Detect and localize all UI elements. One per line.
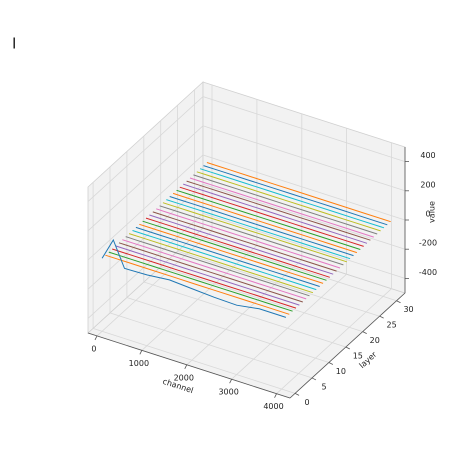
data-line — [156, 208, 341, 269]
x-tick-label: 4000 — [263, 402, 283, 411]
y-tick — [362, 331, 367, 334]
data-line — [132, 230, 317, 291]
x-tick — [229, 379, 233, 384]
x-tick-label: 2000 — [174, 373, 194, 382]
grid-line — [276, 142, 392, 394]
grid-line — [126, 151, 330, 363]
data-line — [115, 245, 300, 306]
data-line — [169, 196, 354, 257]
data-line — [112, 248, 297, 309]
data-line — [139, 223, 324, 284]
z-axis-label: value — [428, 201, 437, 223]
y-tick — [311, 377, 317, 381]
y-tick — [379, 315, 384, 319]
grid-line — [143, 136, 346, 348]
data-line — [183, 183, 368, 244]
data-line — [142, 220, 327, 281]
data-line — [172, 192, 358, 254]
data-line — [101, 238, 287, 318]
grid-line — [194, 89, 397, 302]
data-line — [145, 217, 330, 278]
z-tick-label: -200 — [419, 239, 437, 248]
z-tick-label: 0 — [425, 210, 430, 219]
y-tick-label: 5 — [321, 382, 326, 391]
y-tick — [396, 300, 401, 304]
z-tick-label: -400 — [419, 268, 437, 277]
data-line — [122, 239, 307, 300]
x-axis — [87, 332, 291, 399]
grid-line — [177, 105, 380, 317]
grid-line — [92, 182, 296, 394]
x-tick-label: 3000 — [218, 388, 238, 397]
y-tick-label: 25 — [387, 321, 397, 330]
data-line — [125, 236, 310, 297]
x-tick — [94, 335, 98, 341]
grid-line — [87, 154, 406, 261]
y-tick-label: 15 — [353, 352, 363, 361]
data-line — [199, 168, 385, 229]
data-line — [203, 165, 388, 226]
y-tick — [345, 346, 350, 350]
data-line — [179, 186, 364, 247]
data-line — [176, 189, 361, 250]
grid-line — [160, 120, 363, 332]
data-line — [193, 174, 378, 235]
data-line — [149, 214, 334, 275]
data-line — [206, 162, 391, 223]
z-tick-label: 200 — [420, 180, 435, 189]
x-tick-label: 1000 — [129, 359, 149, 368]
data-line — [105, 254, 290, 315]
data-line — [108, 251, 293, 312]
grid-line — [87, 183, 406, 290]
grid-line — [109, 166, 313, 379]
grid-line — [87, 125, 406, 232]
x-tick — [184, 364, 188, 369]
data-line — [186, 180, 371, 241]
grid-line — [87, 96, 406, 202]
data-line — [166, 199, 351, 260]
data-line — [189, 177, 374, 238]
grid-line — [87, 212, 406, 319]
y-tick — [294, 393, 300, 396]
z-tick-label: 400 — [420, 151, 435, 160]
x-tick-label: 0 — [91, 344, 96, 353]
data-line — [196, 171, 381, 232]
grid-line — [231, 128, 348, 380]
y-tick-label: 20 — [370, 336, 380, 345]
corner-label: I — [12, 35, 16, 53]
y-tick-label: 10 — [336, 367, 346, 376]
data-line — [118, 242, 303, 303]
x-tick — [274, 393, 277, 398]
y-axis — [289, 292, 406, 399]
data-line — [128, 233, 314, 294]
y-tick — [328, 362, 334, 365]
data-line — [135, 226, 320, 287]
data-line — [162, 202, 347, 263]
data-line — [152, 211, 337, 272]
x-tick — [139, 350, 143, 355]
data-line — [159, 205, 344, 266]
y-tick-label: 30 — [403, 305, 413, 314]
y-tick-label: 0 — [305, 398, 310, 407]
